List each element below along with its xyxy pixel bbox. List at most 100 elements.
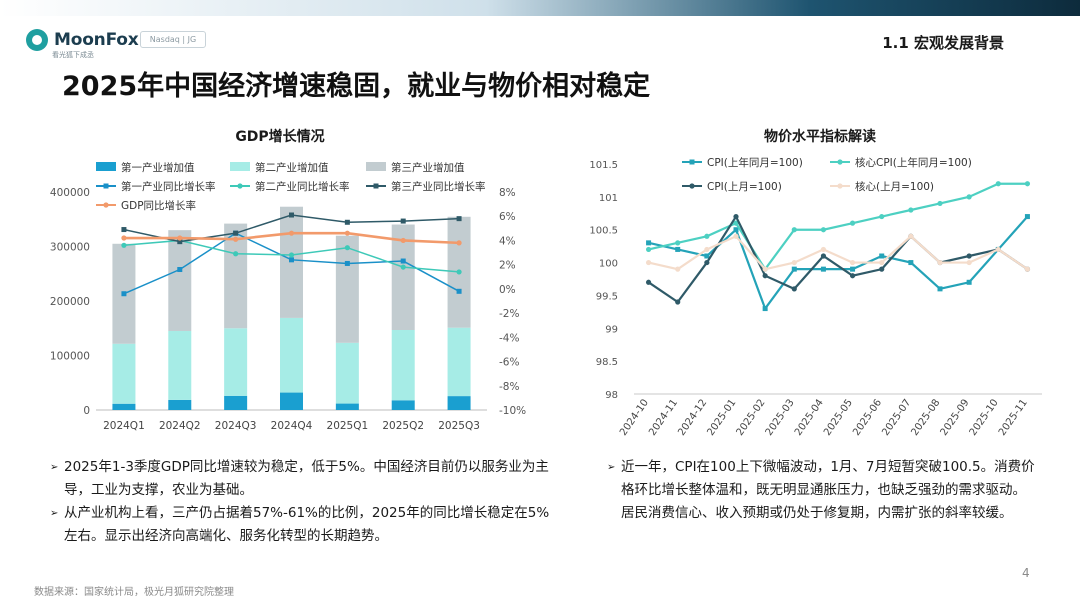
legend-label: 第二产业同比增长率 [255, 180, 350, 193]
x-tick-label: 2025Q1 [327, 420, 369, 432]
line-marker [344, 245, 350, 251]
bar-segment [280, 392, 303, 410]
legend-marker [689, 159, 695, 165]
line-marker [704, 259, 710, 266]
line-marker [791, 259, 797, 266]
legend-label: 第一产业增加值 [121, 161, 195, 174]
line-marker [820, 253, 827, 259]
line-marker [121, 242, 127, 248]
y-right-tick-label: -2% [499, 308, 519, 320]
bar-segment [112, 403, 136, 410]
series-line [648, 215, 1029, 311]
line-marker [879, 259, 885, 266]
data-source: 数据来源：国家统计局，极光月狐研究院整理 [34, 587, 234, 598]
line-marker [675, 299, 681, 305]
line-marker [456, 288, 462, 294]
line-marker [791, 227, 797, 233]
line-marker [704, 246, 710, 253]
bar-segment [335, 235, 359, 343]
line-marker [908, 233, 914, 239]
line-marker [879, 266, 885, 272]
legend-marker [373, 183, 379, 189]
legend-label: CPI(上月=100) [707, 181, 782, 193]
line-marker [908, 260, 914, 266]
legend-swatch [230, 162, 250, 171]
legend-marker [689, 183, 695, 189]
y-tick-label: 101 [599, 193, 618, 204]
x-tick-label: 2025Q2 [382, 420, 424, 432]
line-marker [400, 258, 406, 264]
line-marker [456, 216, 462, 222]
line-marker [791, 266, 797, 272]
line-marker [820, 246, 827, 253]
bar-segment [112, 343, 136, 404]
y-right-tick-label: 8% [499, 187, 516, 199]
y-right-tick-label: -6% [499, 357, 519, 369]
legend-label: 第三产业同比增长率 [391, 180, 486, 193]
line-marker [289, 212, 294, 218]
series-line [648, 234, 1029, 271]
legend-marker [237, 183, 243, 189]
bullet-text: 近一年，CPI在100上下微幅波动，1月、7月短暂突破100.5。消费价格环比增… [621, 459, 1035, 521]
line-marker [966, 259, 972, 266]
bar-segment [224, 223, 248, 329]
y-right-tick-label: 2% [499, 260, 516, 272]
legend-label: CPI(上年同月=100) [707, 156, 803, 169]
right-bullets: ➢ 近一年，CPI在100上下微幅波动，1月、7月短暂突破100.5。消费价格环比… [607, 456, 1037, 525]
bar-segment [168, 230, 192, 331]
y-tick-label: 99.5 [596, 291, 618, 302]
y-left-tick-label: 200000 [50, 296, 90, 308]
y-right-tick-label: -4% [499, 332, 519, 344]
line-marker [121, 227, 127, 233]
line-marker [233, 236, 239, 242]
y-tick-label: 99 [605, 324, 618, 335]
bar-segment [335, 403, 359, 410]
y-right-tick-label: 4% [499, 235, 516, 247]
legend-label: 核心(上月=100) [855, 180, 934, 193]
line-marker [456, 269, 462, 275]
line-marker [233, 230, 239, 236]
bullet-text: 从产业机构上看，三产仍占据着57%-61%的比例，2025年的同比增长稳定在5%… [64, 505, 550, 544]
legend-label: 第一产业同比增长率 [121, 180, 216, 193]
line-marker [1024, 181, 1031, 187]
y-tick-label: 98 [605, 390, 618, 401]
y-right-tick-label: -8% [499, 381, 519, 393]
line-marker [762, 266, 768, 272]
line-marker [908, 207, 914, 213]
line-marker [1024, 266, 1031, 272]
line-marker [937, 259, 943, 266]
line-marker [704, 233, 710, 239]
legend-marker [837, 183, 843, 189]
bar-segment [335, 342, 359, 404]
y-right-tick-label: 0% [499, 284, 516, 296]
brand-logo: MoonFox [26, 29, 139, 51]
x-tick-label: 2024Q4 [271, 420, 313, 432]
line-marker [289, 257, 294, 263]
line-marker [645, 259, 652, 266]
bar-segment [224, 395, 248, 410]
legend-swatch [96, 162, 116, 171]
line-marker [675, 266, 681, 272]
line-marker [879, 213, 885, 220]
legend-marker [837, 159, 843, 165]
line-marker [121, 291, 127, 297]
bar-segment [168, 330, 192, 400]
y-tick-label: 100 [599, 259, 618, 270]
left-bullets: ➢ 2025年1-3季度GDP同比增速较为稳定，低于5%。中国经济目前仍以服务业为… [50, 456, 550, 548]
legend-label: 第三产业增加值 [391, 161, 465, 174]
line-marker [937, 286, 943, 292]
line-marker [820, 266, 826, 272]
list-item: ➢ 2025年1-3季度GDP同比增速较为稳定，低于5%。中国经济目前仍以服务业为… [50, 456, 550, 502]
line-marker [456, 240, 462, 246]
line-marker [646, 240, 652, 246]
list-item: ➢ 近一年，CPI在100上下微幅波动，1月、7月短暂突破100.5。消费价格环比… [607, 456, 1037, 525]
x-tick-label: 2025Q3 [438, 420, 480, 432]
line-marker [966, 279, 972, 285]
line-marker [791, 286, 797, 292]
line-marker [820, 227, 827, 233]
line-marker [849, 273, 856, 279]
line-marker [733, 233, 739, 239]
bar-segment [447, 396, 471, 410]
line-marker [762, 273, 768, 279]
line-marker [879, 253, 885, 259]
